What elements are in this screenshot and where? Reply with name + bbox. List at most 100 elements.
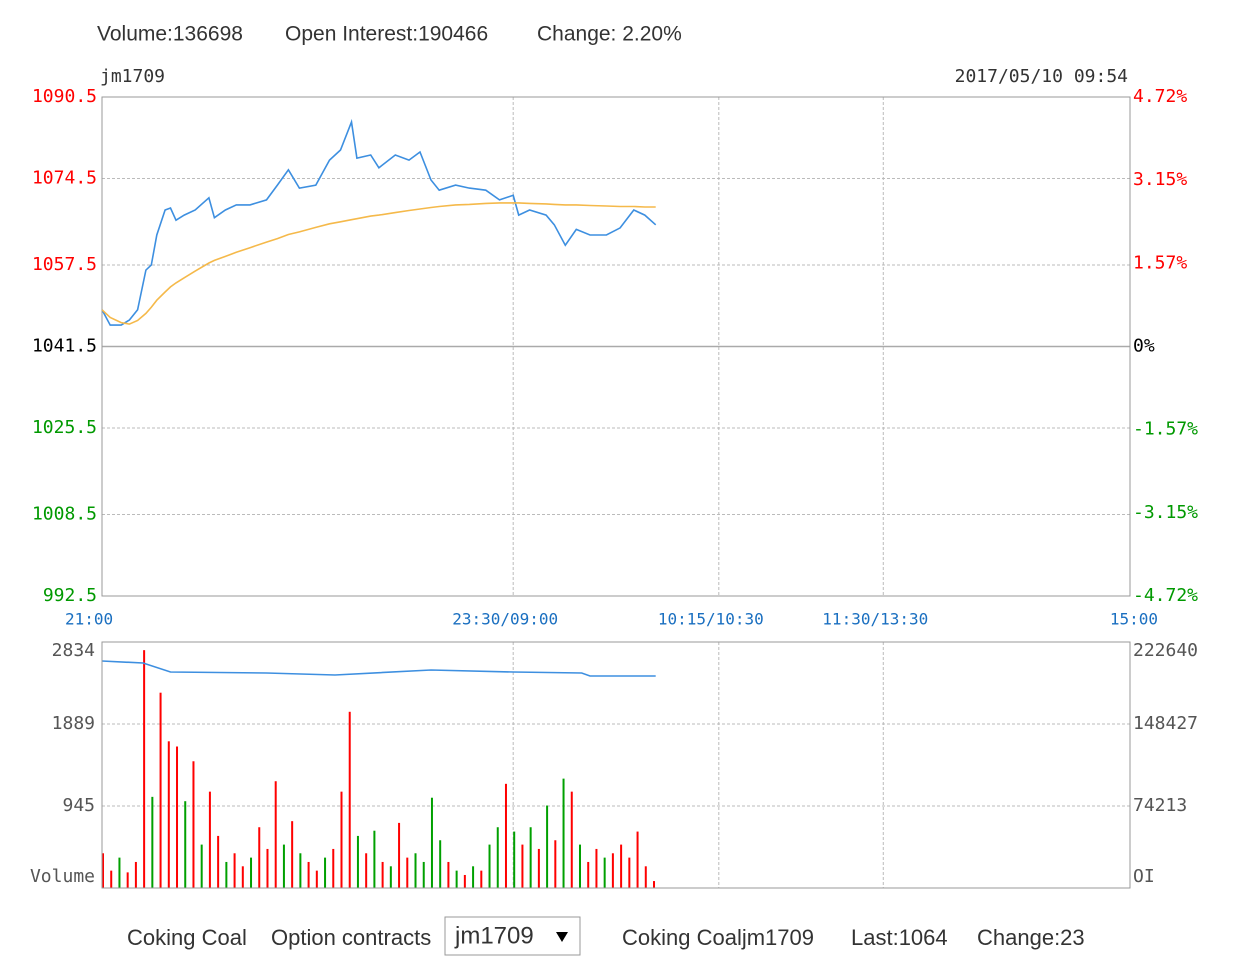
- x-tick-label: 15:00: [1110, 610, 1158, 629]
- volume-bar: [208, 791, 211, 888]
- x-tick-label: 10:15/10:30: [658, 610, 764, 629]
- volume-bar: [126, 872, 129, 888]
- volume-bar: [455, 870, 458, 888]
- volume-bar: [587, 861, 590, 888]
- y2-tick-label: -3.15%: [1133, 502, 1198, 523]
- volume-bar: [496, 827, 499, 888]
- volume-bar: [389, 866, 392, 888]
- volume-bar: [620, 844, 623, 888]
- volume-bar: [644, 866, 647, 888]
- volume-bar: [546, 805, 549, 888]
- y2-tick-label: 4.72%: [1133, 86, 1187, 107]
- volume-bar: [241, 866, 244, 888]
- volume-bar: [488, 844, 491, 888]
- volume-bar: [653, 881, 656, 888]
- volume-bar: [381, 861, 384, 888]
- y-tick-label: 1057.5: [32, 254, 97, 275]
- volume-bar: [537, 848, 540, 888]
- y-tick-label: 1025.5: [32, 417, 97, 438]
- volume-bar: [315, 870, 318, 888]
- volume-bar: [595, 848, 598, 888]
- y2-tick-label: 222640: [1133, 640, 1198, 661]
- volume-bar: [332, 848, 335, 888]
- y-tick-label: 1889: [52, 713, 95, 734]
- volume-bar: [217, 835, 220, 888]
- last-price: Last:1064: [851, 925, 948, 950]
- volume-bar: [529, 827, 532, 888]
- plot-frame: [101, 96, 1131, 597]
- volume-bar: [258, 827, 261, 888]
- volume-bar: [118, 857, 121, 888]
- select-value[interactable]: jm1709: [454, 922, 534, 949]
- y-tick-label: 1008.5: [32, 504, 97, 525]
- y2-tick-label: 1.57%: [1133, 253, 1187, 274]
- price-line: [101, 202, 656, 325]
- y-tick-label: 1074.5: [32, 167, 97, 188]
- y2-tick-label: -1.57%: [1133, 418, 1198, 439]
- volume-bar: [200, 844, 203, 888]
- select-box[interactable]: [444, 916, 581, 956]
- volume-bar: [102, 853, 104, 888]
- volume-bar: [282, 844, 285, 888]
- header-change: Change: 2.20%: [537, 23, 682, 46]
- volume-bar: [554, 840, 557, 888]
- volume-bar: [513, 831, 516, 888]
- volume-bar: [184, 801, 187, 888]
- y-tick-label: 1090.5: [32, 86, 97, 107]
- price-chart: 1090.5 1074.5 1057.5 1041.5 1025.5 1008.5 992.…: [32, 86, 1198, 629]
- volume-bar: [463, 874, 466, 888]
- x-tick-label: 21:00: [65, 610, 113, 629]
- volume-bar: [422, 861, 425, 888]
- y-tick-label: 2834: [52, 640, 95, 661]
- volume-chart: 945 1889 2834 74213 148427 222640 Volume OI: [30, 640, 1198, 889]
- volume-bar: [365, 853, 368, 888]
- volume-bar: [324, 857, 327, 888]
- volume-bar: [611, 853, 614, 888]
- y2-tick-label: 0%: [1133, 336, 1155, 357]
- volume-bar: [250, 857, 253, 888]
- header-volume: Volume:136698: [97, 23, 243, 46]
- volume-bar: [398, 822, 401, 888]
- select-arrow[interactable]: [556, 932, 568, 942]
- volume-bar: [562, 778, 565, 888]
- volume-bar: [414, 853, 417, 888]
- y2-tick-label: -4.72%: [1133, 585, 1198, 606]
- volume-bar: [356, 835, 359, 888]
- volume-bar: [628, 857, 631, 888]
- volume-bar: [430, 797, 433, 888]
- volume-bar: [110, 870, 113, 888]
- option-label: Option contracts: [271, 925, 431, 950]
- volume-bar: [578, 844, 581, 888]
- volume-bar: [225, 861, 228, 888]
- y2-tick-label: 148427: [1133, 713, 1198, 734]
- volume-bar: [472, 866, 475, 888]
- volume-bar: [373, 830, 376, 888]
- volume-bar: [603, 857, 606, 888]
- change: Change:23: [977, 925, 1085, 950]
- y2-tick-label: 74213: [1133, 795, 1187, 816]
- x-tick-label: 23:30/09:00: [452, 610, 558, 629]
- y2-tick-label: 3.15%: [1133, 169, 1187, 190]
- volume-bar: [274, 781, 277, 888]
- contract-name: Coking Coaljm1709: [622, 925, 814, 950]
- volume-bar: [521, 844, 524, 888]
- y-axis-label: Volume: [30, 866, 95, 887]
- contract-select[interactable]: jm1709: [444, 916, 581, 956]
- volume-bar: [340, 791, 343, 888]
- volume-bar: [151, 796, 154, 888]
- volume-bar: [406, 857, 409, 888]
- volume-bar: [176, 746, 179, 888]
- chart-title: jm1709: [100, 66, 165, 87]
- volume-bar: [447, 861, 450, 888]
- product-name: Coking Coal: [127, 925, 247, 950]
- y-tick-label: 945: [62, 795, 95, 816]
- volume-bar: [348, 711, 351, 888]
- volume-bar: [291, 821, 294, 888]
- volume-bar: [134, 861, 137, 888]
- plot-frame: [101, 641, 1131, 889]
- volume-bar: [167, 741, 170, 888]
- volume-bar: [143, 650, 146, 888]
- x-tick-label: 11:30/13:30: [822, 610, 928, 629]
- volume-bar: [299, 853, 302, 888]
